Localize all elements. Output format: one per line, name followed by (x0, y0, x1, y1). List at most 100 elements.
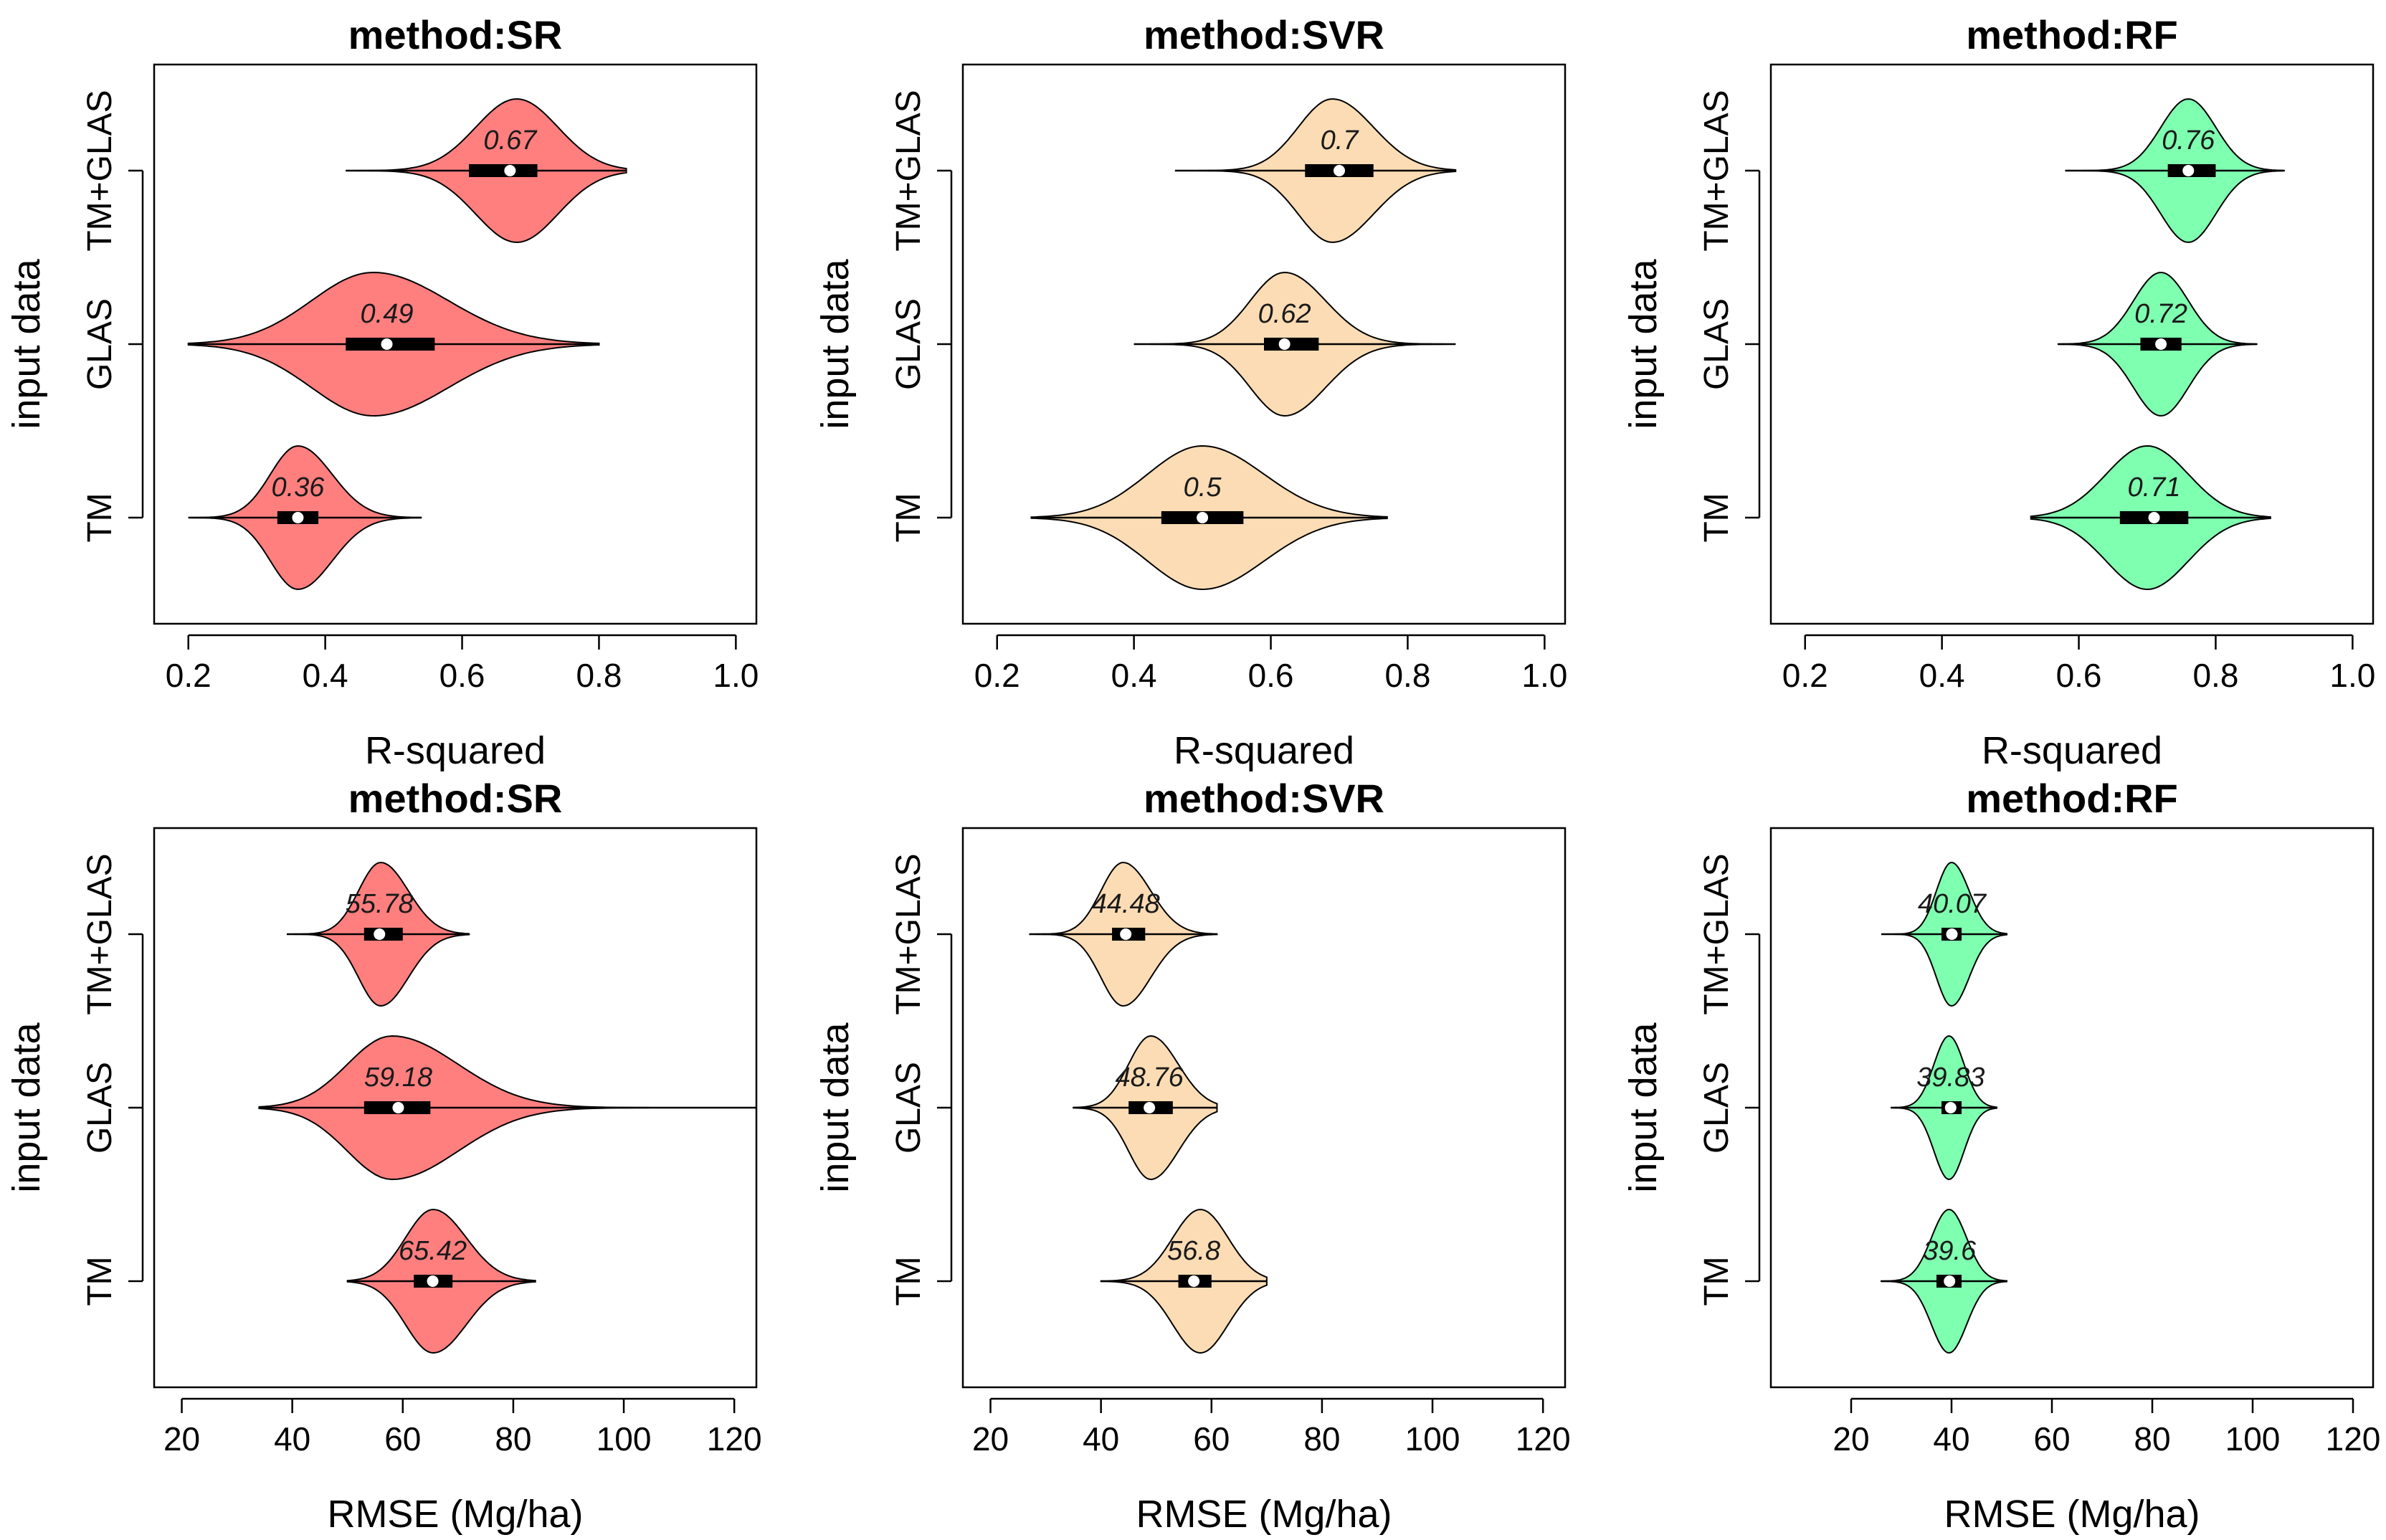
p4-tm-glas-median-dot (374, 928, 386, 940)
p1-x-tick-label: 0.8 (576, 657, 622, 694)
p6-tm-glas-median-label: 40.07 (1918, 889, 1987, 919)
p2-y-tick-label: TM (890, 493, 928, 542)
p5-tm-median-dot (1188, 1275, 1200, 1287)
p2-x-tick-label: 0.8 (1384, 657, 1430, 694)
p6-y-tick-label: GLAS (1698, 1062, 1736, 1154)
p4-y-tick-label: GLAS (81, 1062, 119, 1154)
p5-y-tick-label: TM (890, 1256, 928, 1306)
p5-y-tick-label: GLAS (890, 1062, 928, 1154)
p5-y-tick-label: TM+GLAS (890, 853, 928, 1014)
p6-tm-glas-median-dot (1946, 928, 1958, 940)
p6-x-tick-label: 40 (1933, 1420, 1969, 1458)
p1-tm-median-dot (292, 512, 304, 523)
p2-glas-median-dot (1278, 338, 1291, 350)
p1-panel: method:SR 0.2 0.4 0.6 0.8 1.0 R-squared input d… (5, 12, 759, 772)
p5-title: method:SVR (1144, 776, 1384, 821)
p4-glas-median-label: 59.18 (364, 1063, 432, 1093)
p2-x-tick-label: 0.4 (1111, 657, 1157, 694)
p6-panel: method:RF 20 40 60 80 100 120 RMSE (Mg/ha) input… (1622, 776, 2380, 1536)
p5-x-tick-label: 20 (972, 1420, 1009, 1458)
p4-y-tick-label: TM (81, 1256, 119, 1306)
p3-panel: method:RF 0.2 0.4 0.6 0.8 1.0 R-squared input d… (1622, 12, 2375, 772)
p4-tm-median-dot (427, 1275, 439, 1287)
p4-x-tick-label: 120 (707, 1420, 762, 1458)
p1-tm-glas-median-dot (504, 165, 516, 176)
p6-x-tick-label: 60 (2033, 1420, 2070, 1458)
p1-x-tick-label: 0.4 (303, 657, 348, 694)
p3-glas-median-dot (2155, 338, 2167, 350)
p1-tm-glas-median-label: 0.67 (483, 125, 538, 156)
p6-y-axis-title: input data (1622, 1022, 1665, 1192)
p5-x-tick-label: 40 (1083, 1420, 1119, 1458)
p3-tm-glas-median-dot (2182, 165, 2195, 176)
p2-x-tick-label: 0.6 (1248, 657, 1294, 694)
p2-x-axis-title: R-squared (1174, 729, 1354, 772)
p2-tm-glas-median-label: 0.7 (1321, 125, 1360, 156)
p5-panel: method:SVR 20 40 60 80 100 120 RMSE (Mg/ha) inpu… (814, 776, 1571, 1536)
p5-glas-median-label: 48.76 (1116, 1063, 1184, 1093)
p3-plot-frame (1769, 63, 2375, 625)
p6-x-tick-label: 100 (2225, 1420, 2281, 1458)
p6-title: method:RF (1966, 776, 2178, 821)
p6-x-tick-label: 120 (2326, 1420, 2381, 1458)
p3-title: method:RF (1966, 12, 2178, 57)
p1-title: method:SR (348, 12, 563, 57)
p6-tm-median-dot (1944, 1275, 1956, 1287)
p6-tm-median-label: 39.6 (1923, 1236, 1977, 1266)
p1-x-axis-title: R-squared (365, 729, 546, 772)
p3-y-tick-label: GLAS (1698, 298, 1736, 390)
p6-x-tick-label: 80 (2134, 1420, 2170, 1458)
p4-panel: method:SR 20 40 60 80 100 120 RMSE (Mg/ha) input… (5, 776, 762, 1536)
p4-x-tick-label: 40 (274, 1420, 310, 1458)
p2-tm-median-dot (1197, 512, 1209, 523)
p3-x-axis-title: R-squared (1982, 729, 2162, 772)
p2-y-axis-title: input data (814, 258, 857, 429)
p2-title: method:SVR (1144, 12, 1384, 57)
p2-glas-iqr-box (1264, 338, 1319, 351)
p5-glas-median-dot (1144, 1102, 1156, 1113)
p4-x-tick-label: 20 (163, 1420, 200, 1458)
p4-x-tick-label: 80 (495, 1420, 531, 1458)
p3-y-tick-label: TM (1698, 493, 1736, 542)
p2-tm-median-label: 0.5 (1184, 472, 1222, 503)
p3-x-tick-label: 0.6 (2056, 657, 2102, 694)
p1-glas-median-dot (381, 338, 393, 350)
p2-glas-median-label: 0.62 (1258, 299, 1311, 329)
p4-tm-glas-median-label: 55.78 (346, 889, 414, 919)
p4-y-tick-label: TM+GLAS (81, 853, 119, 1014)
p6-glas-median-label: 39.83 (1916, 1063, 1985, 1093)
p6-y-tick-label: TM (1698, 1256, 1736, 1306)
p5-x-tick-label: 60 (1193, 1420, 1230, 1458)
p3-y-tick-label: TM+GLAS (1698, 90, 1736, 251)
p5-tm-glas-median-dot (1120, 928, 1132, 940)
p1-x-tick-label: 1.0 (713, 657, 759, 694)
p3-tm-glas-median-label: 0.76 (2162, 125, 2215, 156)
p4-x-axis-title: RMSE (Mg/ha) (327, 1493, 583, 1536)
p1-plot-frame (153, 63, 758, 625)
p3-x-tick-label: 0.2 (1782, 657, 1828, 694)
p1-x-tick-label: 0.6 (439, 657, 485, 694)
p1-y-tick-label: TM (81, 493, 119, 542)
p2-plot-frame (961, 63, 1567, 625)
p3-x-tick-label: 0.8 (2192, 657, 2238, 694)
p5-tm-glas-median-label: 44.48 (1092, 889, 1160, 919)
p4-x-tick-label: 60 (384, 1420, 421, 1458)
p5-x-tick-label: 120 (1516, 1420, 1571, 1458)
p3-tm-median-label: 0.71 (2128, 472, 2181, 503)
p5-x-tick-label: 80 (1303, 1420, 1340, 1458)
p5-tm-median-label: 56.8 (1167, 1236, 1220, 1266)
p1-y-tick-label: GLAS (81, 298, 119, 390)
p1-tm-glas-iqr-box (469, 164, 538, 177)
p4-y-axis-title: input data (5, 1022, 48, 1192)
p5-x-axis-title: RMSE (Mg/ha) (1136, 1493, 1392, 1536)
p5-x-tick-label: 100 (1405, 1420, 1460, 1458)
p6-x-tick-label: 20 (1833, 1420, 1869, 1458)
p1-y-tick-label: TM+GLAS (81, 90, 119, 251)
p6-plot-frame (1769, 827, 2375, 1389)
p1-tm-median-label: 0.36 (271, 472, 325, 503)
p3-y-axis-title: input data (1622, 258, 1665, 429)
p5-y-axis-title: input data (814, 1022, 857, 1192)
p2-x-tick-label: 1.0 (1521, 657, 1567, 694)
p6-glas-median-dot (1944, 1102, 1957, 1113)
